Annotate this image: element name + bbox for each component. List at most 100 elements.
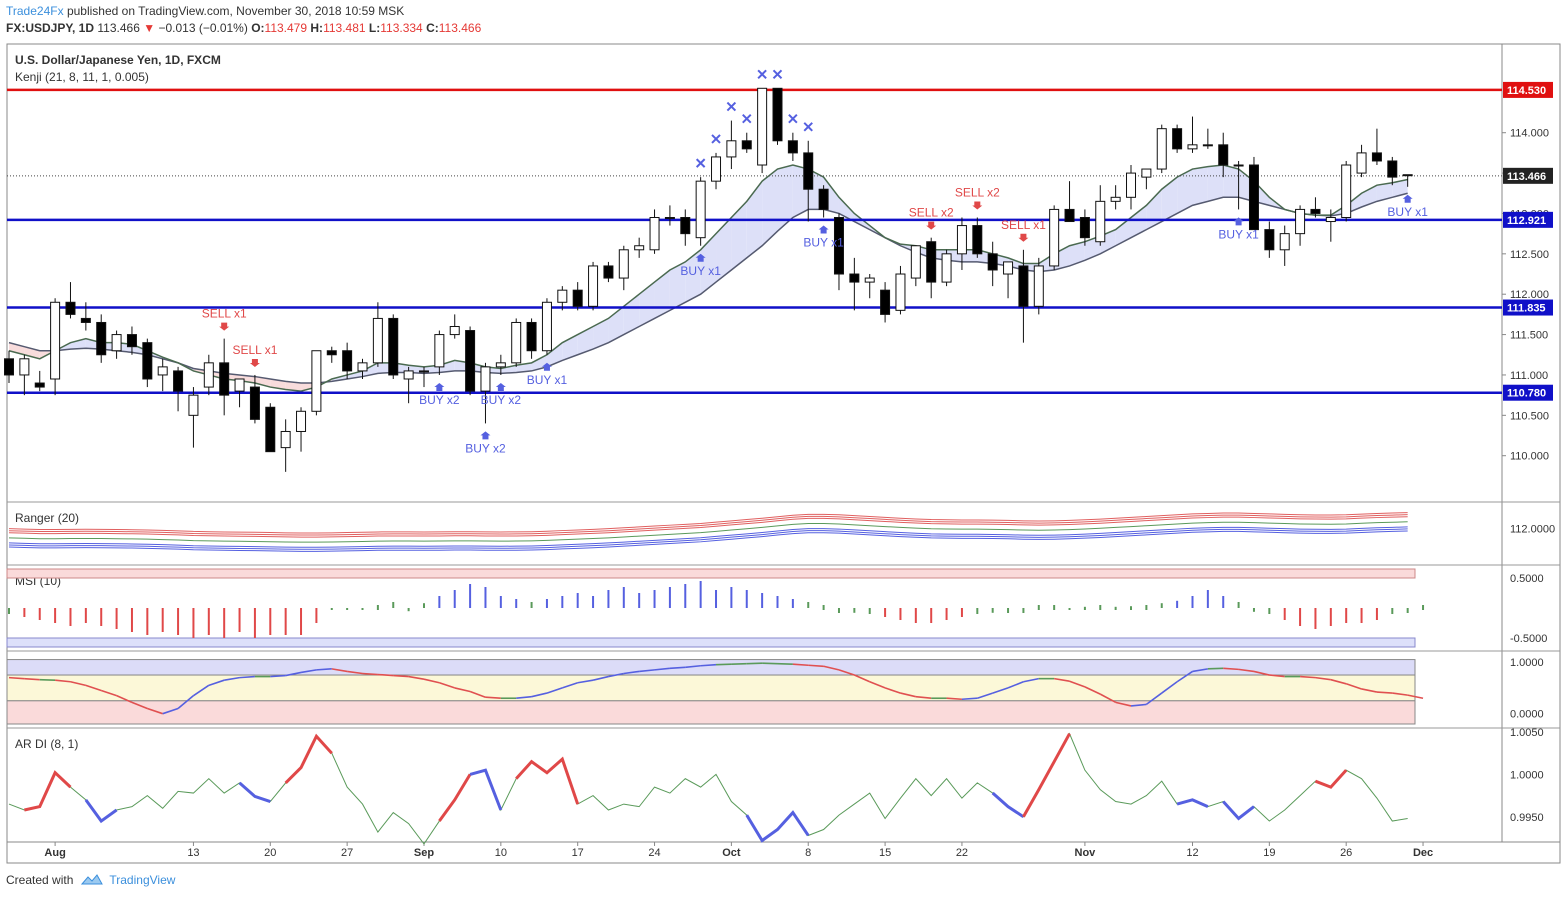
tdi-line-segment <box>1361 688 1378 693</box>
tdi-line-segment <box>961 697 978 701</box>
candle-body <box>311 350 322 412</box>
candle-body <box>1341 164 1352 218</box>
tdi-line-segment <box>1269 674 1285 678</box>
tdi-line-segment <box>623 670 640 675</box>
kenji-cloud-segment <box>70 338 86 350</box>
candle-body <box>1371 152 1382 162</box>
price-tick-label: 112.500 <box>1510 249 1549 261</box>
price-tick-label: 111.000 <box>1510 370 1548 382</box>
candle-body <box>1325 216 1336 223</box>
tdi-line-segment <box>884 687 901 694</box>
ranger-line <box>8 512 1408 534</box>
candle-body <box>219 362 230 396</box>
kenji-cloud-segment <box>669 261 686 311</box>
kenji-cloud-segment <box>777 165 793 232</box>
kenji-cloud-segment <box>500 365 517 374</box>
tdi-line-segment <box>700 663 717 667</box>
candle-body <box>34 382 45 388</box>
time-tick-label: 10 <box>495 847 507 859</box>
low-label: L: <box>368 21 381 35</box>
candle-body <box>1402 174 1413 177</box>
tdi-line-segment <box>300 669 317 674</box>
tdi-line-segment <box>1007 680 1024 689</box>
tdi-line-segment <box>1176 670 1193 683</box>
tdi-line-segment <box>685 664 701 669</box>
candle-body <box>1264 229 1275 251</box>
buy-arrow-icon <box>695 253 706 262</box>
last-price-tag <box>1503 167 1553 184</box>
high-label: H: <box>310 21 324 35</box>
candle-body <box>434 334 445 368</box>
level-tag <box>1503 299 1553 316</box>
time-tick-label: 17 <box>572 847 584 859</box>
tdi-line-segment <box>8 676 25 680</box>
candle-body <box>372 317 383 364</box>
level-tag <box>1503 81 1553 98</box>
candle-body <box>80 317 91 323</box>
buy-arrow-icon <box>480 431 491 440</box>
ardi-highlight-segment <box>84 798 118 824</box>
tradingview-brand: TradingView <box>109 873 176 887</box>
candle-body <box>664 216 675 219</box>
tdi-line-segment <box>1315 676 1331 681</box>
author-link[interactable]: Trade24Fx <box>6 4 64 18</box>
symbol-label: FX:USDJPY, 1D <box>6 21 95 35</box>
candle-body <box>956 225 967 255</box>
price-tick-label: 114.000 <box>1510 128 1549 140</box>
candle-body <box>418 370 429 373</box>
created-with-text: Created with <box>6 873 74 887</box>
x-mark-icon <box>695 158 706 168</box>
candle-body <box>1156 128 1167 170</box>
tdi-line-segment <box>1161 681 1178 694</box>
candle-body <box>680 216 691 235</box>
tdi-line-segment <box>1376 691 1393 694</box>
candle-body <box>1172 128 1183 150</box>
msi-tick-label: 0.5000 <box>1510 573 1544 585</box>
kenji-cloud-segment <box>608 306 624 343</box>
candle-body <box>541 301 552 352</box>
kenji-cloud-segment <box>577 326 594 355</box>
candle-body <box>1295 208 1306 235</box>
buy-arrow-icon <box>495 382 506 391</box>
buy-arrow-icon <box>541 362 552 371</box>
footer: Created with TradingView <box>6 873 175 887</box>
x-mark-icon <box>757 69 767 80</box>
tdi-line-segment <box>116 694 133 704</box>
candle-body <box>603 265 614 279</box>
tdi-line-segment <box>639 669 655 673</box>
candle-body <box>987 253 998 271</box>
open-label: O: <box>251 21 265 35</box>
tdi-line-segment <box>239 675 255 679</box>
buy-arrow-icon <box>818 225 829 234</box>
time-tick-label: 8 <box>805 847 811 859</box>
kenji-cloud-segment <box>1361 185 1377 207</box>
kenji-cloud-segment <box>700 233 717 295</box>
price-tick-label: 111.500 <box>1510 330 1548 342</box>
level-tag-label: 110.780 <box>1507 388 1546 400</box>
ranger-line <box>8 526 1408 548</box>
tradingview-link[interactable]: TradingView <box>81 873 175 887</box>
ohlc-line: FX:USDJPY, 1D 113.466 ▼ −0.013 (−0.01%) … <box>6 21 481 35</box>
tdi-line-segment <box>915 695 932 700</box>
ardi-title: AR DI (8, 1) <box>15 737 78 751</box>
tdi-line-segment <box>1253 670 1270 676</box>
kenji-cloud-segment <box>1192 166 1208 206</box>
tdi-line-segment <box>439 682 455 689</box>
candle-body <box>1218 144 1229 166</box>
candle-body <box>1279 233 1290 251</box>
low-value: 113.334 <box>380 21 423 35</box>
tdi-line-segment <box>546 687 563 694</box>
candle-body <box>357 362 368 372</box>
candle-body <box>234 378 245 392</box>
ardi-highlight-segment <box>238 781 271 803</box>
tdi-line-segment <box>469 690 486 698</box>
tdi-line-segment <box>854 674 871 683</box>
buy-arrow-icon <box>1402 194 1413 203</box>
kenji-cloud-segment <box>1376 182 1393 202</box>
candle-body <box>772 87 783 142</box>
time-tick-label: 24 <box>648 847 660 859</box>
tdi-line-segment <box>531 692 548 698</box>
tdi-line-segment <box>869 680 886 689</box>
x-mark-icon <box>772 69 783 80</box>
